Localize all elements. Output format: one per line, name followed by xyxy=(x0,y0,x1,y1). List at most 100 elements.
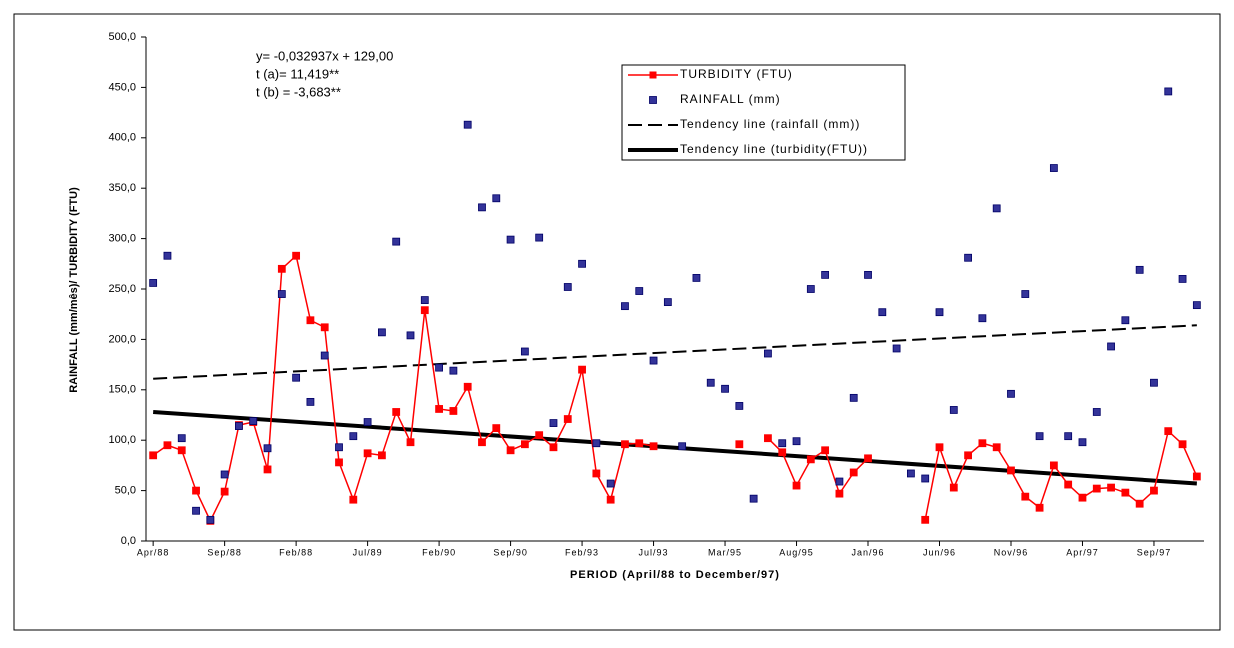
data-point xyxy=(378,451,386,460)
data-point xyxy=(907,469,915,478)
data-point xyxy=(378,328,386,337)
x-tick-label: Sep/97 xyxy=(1137,547,1172,557)
legend-box xyxy=(621,64,906,161)
y-tick-label: 150,0 xyxy=(108,384,136,396)
data-point xyxy=(778,448,787,457)
data-point xyxy=(492,424,501,433)
data-point xyxy=(978,439,987,448)
data-point xyxy=(592,469,601,478)
data-point xyxy=(435,363,443,372)
data-point xyxy=(649,356,658,365)
data-point xyxy=(792,481,801,490)
data-point xyxy=(949,406,958,414)
data-point xyxy=(978,314,987,323)
data-point xyxy=(1135,265,1144,274)
data-point xyxy=(192,486,200,495)
data-point xyxy=(1150,378,1158,387)
data-point xyxy=(563,415,572,423)
legend-label: Tendency line (rainfall (mm)) xyxy=(680,117,860,131)
x-tick-label: Jun/96 xyxy=(923,547,956,557)
data-point xyxy=(1121,488,1130,497)
data-point xyxy=(520,347,529,356)
data-point xyxy=(721,384,729,393)
x-tick-label: Feb/93 xyxy=(565,547,599,557)
data-point xyxy=(463,120,472,129)
data-point xyxy=(235,422,243,430)
data-point xyxy=(1064,480,1073,489)
x-tick-label: Jan/96 xyxy=(851,547,884,557)
data-point xyxy=(177,434,186,443)
y-tick-label: 100,0 xyxy=(108,434,136,446)
data-point xyxy=(635,287,644,295)
data-point xyxy=(1049,461,1058,470)
data-point xyxy=(678,442,687,451)
legend-label: RAINFALL (mm) xyxy=(680,92,781,106)
x-tick-label: Sep/90 xyxy=(493,547,528,557)
data-point xyxy=(435,405,443,413)
data-point xyxy=(1192,472,1201,481)
data-point xyxy=(478,203,486,212)
data-point xyxy=(535,233,544,242)
annotation: t (b) = -3,683** xyxy=(256,84,341,99)
data-point xyxy=(578,365,586,374)
data-point xyxy=(1064,432,1073,441)
data-point xyxy=(935,308,944,317)
x-axis-title: PERIOD (April/88 to December/97) xyxy=(570,569,780,581)
data-point xyxy=(478,438,486,447)
data-point xyxy=(1021,492,1030,501)
y-axis-title: RAINFALL (mm/mês)/ TURBIDITY (FTU) xyxy=(68,187,80,393)
x-tick-label: Jul/89 xyxy=(353,547,383,557)
data-point xyxy=(992,204,1001,213)
x-tick-label: Mar/95 xyxy=(708,547,742,557)
data-point xyxy=(220,470,229,479)
data-point xyxy=(149,451,158,460)
data-point xyxy=(1035,432,1044,441)
data-point xyxy=(1135,499,1144,508)
data-point xyxy=(878,308,887,317)
x-tick-label: Nov/96 xyxy=(994,547,1029,557)
data-point xyxy=(806,455,815,464)
y-tick-label: 0,0 xyxy=(121,535,136,547)
data-point xyxy=(1178,275,1187,283)
data-point xyxy=(220,487,229,496)
data-point xyxy=(192,506,200,515)
data-point xyxy=(206,515,215,524)
data-point xyxy=(506,235,515,244)
legend-label: TURBIDITY (FTU) xyxy=(680,67,793,81)
data-point xyxy=(1092,484,1101,493)
data-point xyxy=(549,419,558,427)
data-point xyxy=(1107,483,1115,492)
data-point xyxy=(778,439,787,448)
data-point xyxy=(163,441,172,450)
y-tick-label: 200,0 xyxy=(108,333,136,345)
data-point xyxy=(563,283,572,291)
data-point xyxy=(806,285,815,293)
data-point xyxy=(735,440,744,449)
data-point xyxy=(849,393,858,402)
data-point xyxy=(1078,438,1087,447)
data-point xyxy=(1107,342,1115,351)
data-point xyxy=(335,443,343,452)
data-point xyxy=(535,431,544,440)
data-point xyxy=(449,407,458,415)
data-point xyxy=(249,417,258,425)
y-tick-label: 250,0 xyxy=(108,283,136,295)
data-point xyxy=(621,302,629,311)
annotation: y= -0,032937x + 129,00 xyxy=(256,48,393,63)
data-point xyxy=(449,366,458,375)
data-point xyxy=(735,402,744,410)
data-point xyxy=(163,251,172,260)
data-point xyxy=(263,444,272,453)
data-point xyxy=(692,274,701,282)
data-point xyxy=(821,446,830,455)
data-point xyxy=(263,465,272,474)
y-tick-label: 500,0 xyxy=(108,31,136,43)
y-tick-label: 350,0 xyxy=(108,182,136,194)
y-tick-label: 450,0 xyxy=(108,81,136,93)
y-tick-label: 400,0 xyxy=(108,132,136,144)
legend-swatch xyxy=(649,71,657,79)
data-point xyxy=(849,468,858,477)
data-point xyxy=(764,434,772,443)
x-tick-label: Feb/88 xyxy=(279,547,313,557)
